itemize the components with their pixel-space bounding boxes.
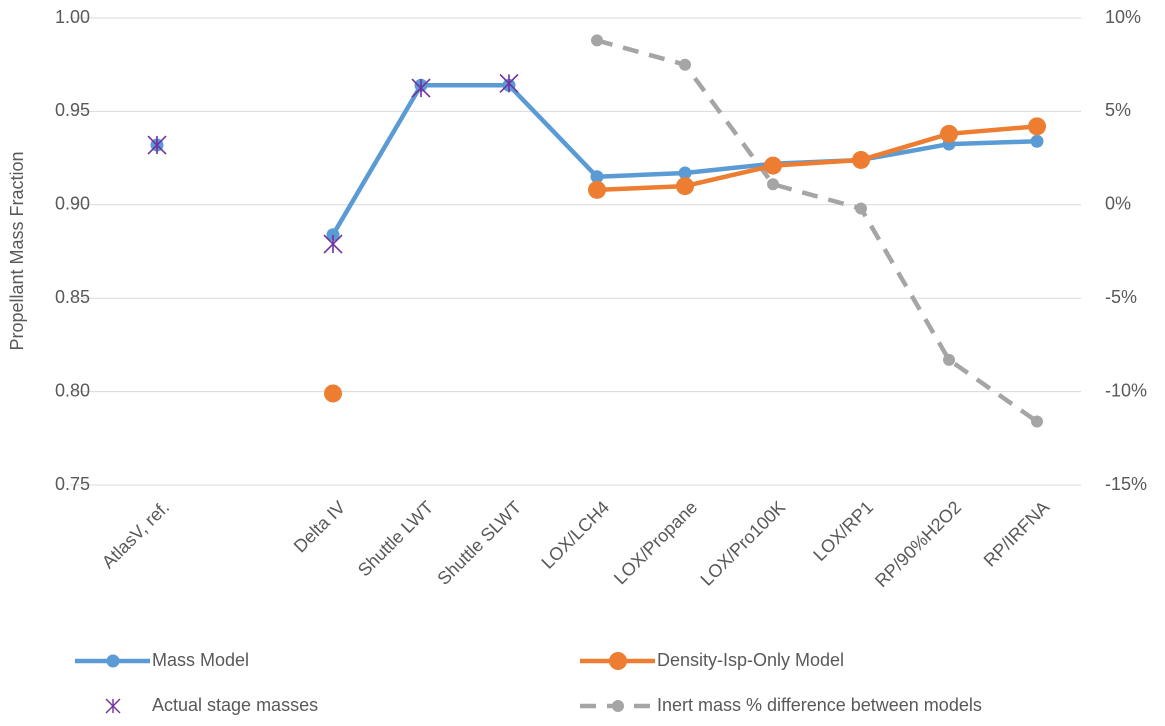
point bbox=[764, 156, 782, 175]
legend-marker bbox=[105, 698, 121, 714]
y-tick-label: 1.00 bbox=[55, 7, 90, 27]
y2-tick-label: -5% bbox=[1105, 287, 1137, 307]
y-tick-label: 0.80 bbox=[55, 380, 90, 400]
point bbox=[1028, 117, 1046, 136]
x-tick-label: Shuttle SLWT bbox=[433, 497, 525, 589]
point bbox=[1031, 415, 1043, 428]
y2-tick-label: 10% bbox=[1105, 7, 1141, 27]
y2-tick-label: 0% bbox=[1105, 194, 1131, 214]
point bbox=[1030, 134, 1044, 148]
point bbox=[767, 178, 779, 191]
marker bbox=[323, 234, 343, 254]
point bbox=[679, 58, 691, 71]
y-axis-label: Propellant Mass Fraction bbox=[7, 151, 27, 350]
point bbox=[590, 170, 604, 184]
point bbox=[852, 150, 870, 169]
x-tick-label: AtlasV, ref. bbox=[98, 497, 173, 572]
y2-tick-label: 5% bbox=[1105, 100, 1131, 120]
legend-point bbox=[106, 654, 120, 668]
x-tick-label: LOX/RP1 bbox=[809, 497, 877, 565]
legend-point bbox=[609, 652, 627, 670]
marker bbox=[147, 135, 167, 155]
legend-point bbox=[612, 700, 624, 712]
x-tick-label: Shuttle LWT bbox=[354, 497, 437, 580]
point bbox=[678, 166, 692, 180]
y-tick-label: 0.85 bbox=[55, 287, 90, 307]
point bbox=[588, 180, 606, 199]
legend-label: Mass Model bbox=[152, 650, 249, 670]
x-tick-label: RP/90%H2O2 bbox=[871, 497, 965, 591]
series-line bbox=[331, 82, 1038, 236]
point bbox=[943, 353, 955, 366]
series-line bbox=[596, 124, 1038, 193]
point bbox=[324, 384, 342, 403]
legend-label: Actual stage masses bbox=[152, 695, 318, 715]
x-tick-label: Delta IV bbox=[290, 497, 349, 556]
legend-label: Inert mass % difference between models bbox=[657, 695, 982, 715]
point bbox=[855, 202, 867, 215]
x-tick-label: LOX/Propane bbox=[610, 497, 701, 588]
point bbox=[326, 228, 340, 242]
x-tick-label: RP/IRFNA bbox=[980, 497, 1054, 571]
marker bbox=[411, 78, 431, 98]
point bbox=[676, 177, 694, 196]
x-tick-label: LOX/LCH4 bbox=[537, 497, 613, 573]
series-line bbox=[596, 38, 1039, 424]
point bbox=[940, 124, 958, 143]
x-tick-label: LOX/Pro100K bbox=[697, 497, 790, 590]
y-tick-label: 0.90 bbox=[55, 194, 90, 214]
y-tick-label: 0.75 bbox=[55, 474, 90, 494]
y2-tick-label: -15% bbox=[1105, 474, 1147, 494]
point bbox=[591, 34, 603, 47]
y2-tick-label: -10% bbox=[1105, 380, 1147, 400]
legend-label: Density-Isp-Only Model bbox=[657, 650, 844, 670]
y-tick-label: 0.95 bbox=[55, 100, 90, 120]
marker bbox=[499, 73, 519, 93]
